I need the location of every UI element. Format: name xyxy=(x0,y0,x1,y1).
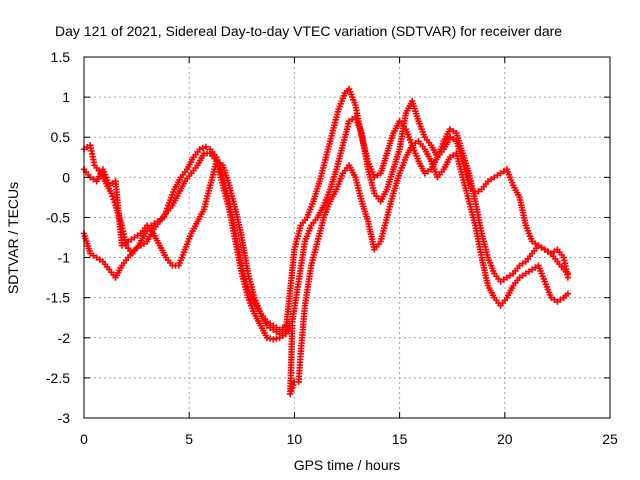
chart-title: Day 121 of 2021, Sidereal Day-to-day VTE… xyxy=(55,23,562,39)
data-point xyxy=(286,390,294,398)
data-point xyxy=(267,335,274,342)
data-point xyxy=(564,270,572,277)
data-point xyxy=(199,144,207,152)
y-tick-label: -1.5 xyxy=(46,290,70,306)
series-trace-c xyxy=(80,97,572,333)
x-tick-label: 0 xyxy=(80,431,88,447)
x-axis-label: GPS time / hours xyxy=(294,457,401,473)
y-tick-label: -2.5 xyxy=(46,370,70,386)
x-tick-label: 5 xyxy=(185,431,193,447)
data-point xyxy=(564,290,572,297)
y-tick-label: 1.5 xyxy=(51,49,71,65)
x-tick-label: 20 xyxy=(497,431,513,447)
data-point xyxy=(109,193,116,200)
axis-ticks: 0 5 10 15 20 25 1.5 1 0.5 0 -0.5 -1 -1.5 -2 -2.5 -3 xyxy=(46,49,618,447)
data-point xyxy=(196,146,203,153)
y-tick-label: -0.5 xyxy=(46,209,70,225)
data-point xyxy=(289,384,296,392)
y-tick-label: -1 xyxy=(58,250,71,266)
x-tick-label: 10 xyxy=(287,431,303,447)
data-point xyxy=(273,335,280,342)
data-point xyxy=(108,190,115,197)
data-point xyxy=(290,381,297,389)
series-trace-b xyxy=(80,138,572,398)
x-tick-label: 25 xyxy=(602,431,618,447)
data-point xyxy=(202,143,210,151)
y-tick-label: 0.5 xyxy=(51,129,71,145)
y-tick-label: -3 xyxy=(58,410,71,426)
y-tick-label: 1 xyxy=(62,89,70,105)
plot-frame xyxy=(83,56,611,419)
data-points xyxy=(80,85,572,398)
y-tick-label: -2 xyxy=(58,330,71,346)
data-point xyxy=(270,336,277,343)
data-point xyxy=(263,334,271,341)
data-point xyxy=(288,387,295,395)
x-tick-label: 15 xyxy=(392,431,408,447)
y-axis-label: SDTVAR / TECUs xyxy=(5,182,21,294)
y-tick-label: 0 xyxy=(62,169,70,185)
